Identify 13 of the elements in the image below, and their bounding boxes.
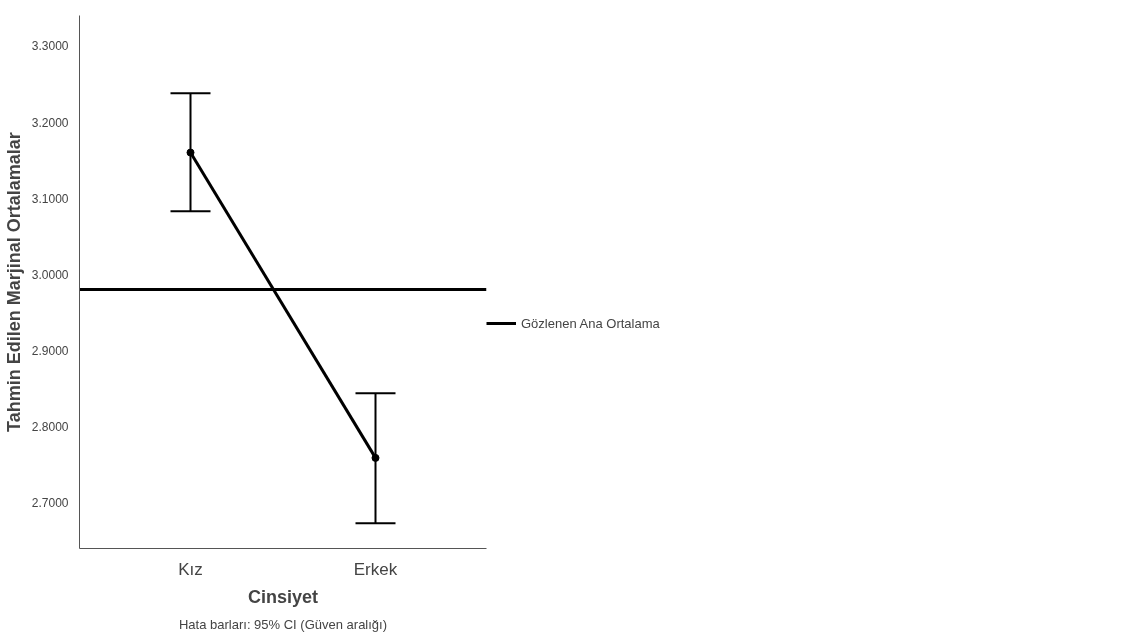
y-tick-label: 3.3000	[31, 39, 69, 54]
text: Hata barları: 95% CI (Güven aralığı)	[178, 616, 388, 632]
y-tick-label: 2.9000	[31, 344, 69, 359]
y-tick-label: 2.8000	[31, 420, 69, 435]
x-tick-label: Kız	[178, 559, 203, 579]
y-tick-label: 3.2000	[31, 115, 69, 130]
y-tick-label: 3.0000	[31, 267, 69, 282]
y-tick-label: 2.7000	[31, 496, 69, 511]
x-axis-title: Cinsiyet	[247, 586, 319, 607]
y-tick-label: 3.1000	[31, 191, 69, 206]
legend-label: Gözlenen Ana Ortalama	[521, 315, 660, 331]
x-tick-label: Erkek	[353, 559, 398, 579]
y-axis-title: Tahmin Edilen Marjinal Ortalamalar	[3, 132, 24, 432]
